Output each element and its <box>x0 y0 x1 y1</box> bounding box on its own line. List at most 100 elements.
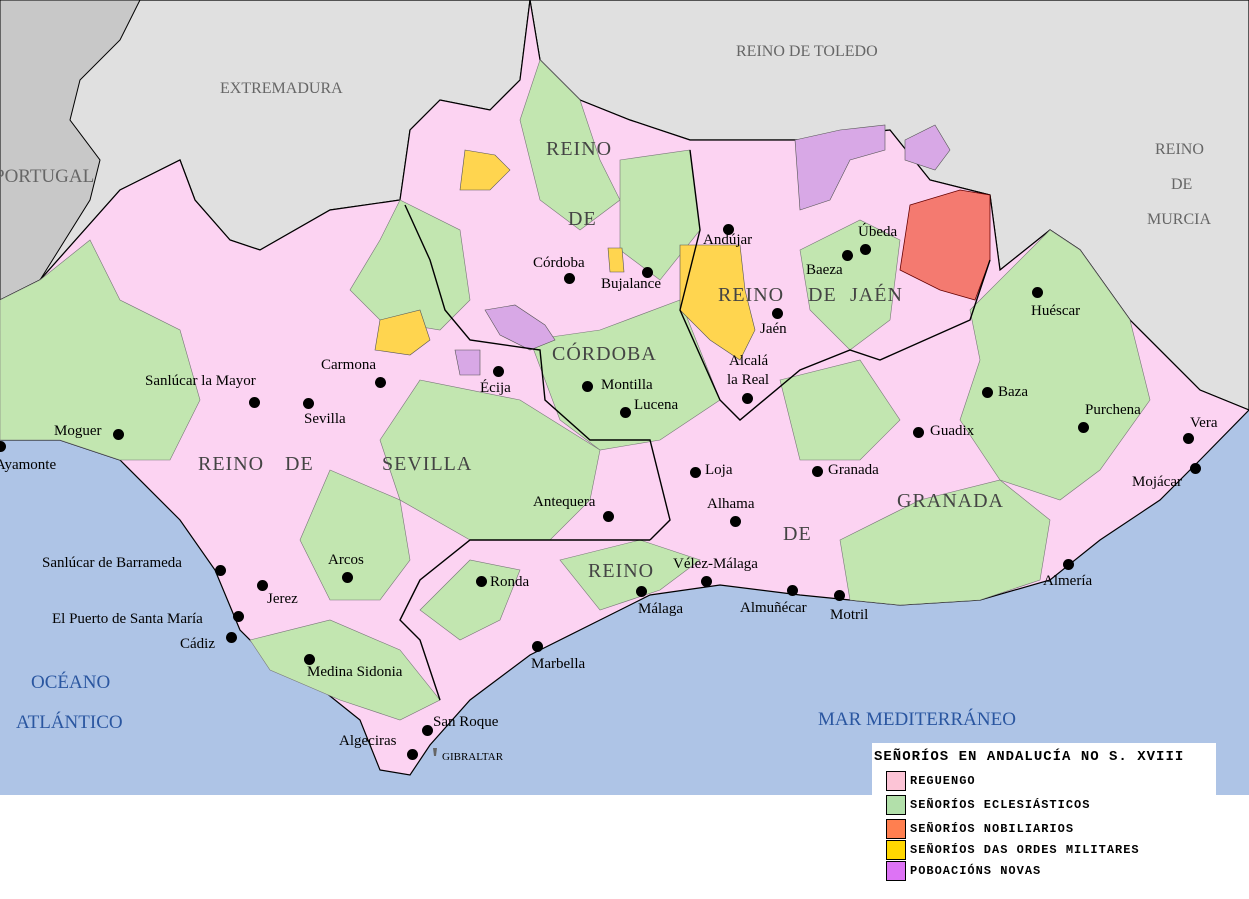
city-label: Vélez-Málaga <box>673 556 758 572</box>
kingdom-label: REINO <box>588 560 655 582</box>
city-dot <box>1063 559 1074 570</box>
city-dot <box>257 580 268 591</box>
legend: SEÑORÍOS EN ANDALUCÍA NO S. XVIII REGUEN… <box>872 743 1216 893</box>
kingdom-label: DE <box>285 453 314 475</box>
city-label: Málaga <box>638 601 683 617</box>
city-label: Almuñécar <box>740 600 807 616</box>
city-label: Bujalance <box>601 276 661 292</box>
gibraltar-rock <box>433 748 437 756</box>
label-mar-mediterraneo: MAR MEDITERRÁNEO <box>818 709 1016 730</box>
city-label: Andújar <box>703 232 753 248</box>
city-dot <box>0 441 6 452</box>
city-dot <box>1078 422 1089 433</box>
city-dot <box>730 516 741 527</box>
city-label: Cádiz <box>180 636 215 652</box>
city-dot <box>304 654 315 665</box>
kingdom-label: SEVILLA <box>382 453 473 475</box>
city-dot <box>842 250 853 261</box>
legend-swatch <box>886 861 906 881</box>
legend-label: SEÑORÍOS NOBILIARIOS <box>910 822 1075 836</box>
ordes-militares-areas <box>374 149 756 361</box>
city-label: la Real <box>727 372 770 388</box>
kingdom-label: DE <box>568 208 597 230</box>
city-label: Ayamonte <box>0 457 57 473</box>
legend-label: POBOACIÓNS NOVAS <box>910 864 1042 878</box>
legend-item: SEÑORÍOS NOBILIARIOS <box>886 819 1074 839</box>
city-label: Marbella <box>531 656 586 672</box>
city-label: Mojácar <box>1132 474 1182 490</box>
legend-title: SEÑORÍOS EN ANDALUCÍA NO S. XVIII <box>874 749 1185 765</box>
city-dot <box>834 590 845 601</box>
kingdom-borders <box>399 149 991 701</box>
city-label: Sevilla <box>304 411 346 427</box>
city-label: El Puerto de Santa María <box>52 611 203 627</box>
label-atlantico: ATLÁNTICO <box>16 712 123 733</box>
kingdom-label: REINO <box>198 453 265 475</box>
city-dot <box>249 397 260 408</box>
legend-swatch <box>886 819 906 839</box>
city-label: Úbeda <box>858 224 898 240</box>
city-label: Sanlúcar de Barrameda <box>42 555 182 571</box>
city-dot <box>1032 287 1043 298</box>
eclesiasticos-areas <box>0 59 1151 721</box>
kingdom-label: REINO <box>546 138 613 160</box>
label-murcia-2: DE <box>1171 176 1193 193</box>
label-gibraltar: GIBRALTAR <box>442 751 504 763</box>
city-dot <box>215 565 226 576</box>
city-label: Antequera <box>533 494 596 510</box>
legend-item: SEÑORÍOS ECLESIÁSTICOS <box>886 795 1090 815</box>
city-dot <box>532 641 543 652</box>
city-dot <box>620 407 631 418</box>
city-dot <box>342 572 353 583</box>
city-dot <box>476 576 487 587</box>
city-dot <box>690 467 701 478</box>
city-label: Córdoba <box>533 255 585 271</box>
city-dot <box>636 586 647 597</box>
city-label: Montilla <box>601 377 653 393</box>
city-dot <box>226 632 237 643</box>
city-label: San Roque <box>433 714 499 730</box>
city-dot <box>723 224 734 235</box>
city-dot <box>407 749 418 760</box>
city-label: Baeza <box>806 262 843 278</box>
label-oceano: OCÉANO <box>31 672 111 693</box>
label-murcia-1: REINO <box>1155 141 1204 158</box>
city-dot <box>642 267 653 278</box>
kingdom-label: REINO <box>718 284 785 306</box>
city-dot <box>812 466 823 477</box>
kingdom-label: DE <box>783 523 812 545</box>
city-label: Arcos <box>328 552 364 568</box>
label-extremadura: EXTREMADURA <box>220 80 343 97</box>
city-label: Motril <box>830 607 869 623</box>
city-label: Alhama <box>707 496 755 512</box>
city-dot <box>772 308 783 319</box>
legend-item: REGUENGO <box>886 771 976 791</box>
city-label: Loja <box>705 462 733 478</box>
city-dot <box>303 398 314 409</box>
city-dot <box>603 511 614 522</box>
legend-swatch <box>886 795 906 815</box>
city-label: Jaén <box>760 321 787 337</box>
city-dot <box>564 273 575 284</box>
label-reino-de-toledo: REINO DE TOLEDO <box>736 43 878 60</box>
city-dot <box>787 585 798 596</box>
kingdom-label: DE <box>808 284 837 306</box>
legend-swatch <box>886 840 906 860</box>
city-dot <box>233 611 244 622</box>
city-label: Algeciras <box>339 733 397 749</box>
city-label: Écija <box>480 380 511 396</box>
city-dot <box>982 387 993 398</box>
label-murcia-3: MURCIA <box>1147 211 1212 228</box>
city-dot <box>701 576 712 587</box>
city-label: Sanlúcar la Mayor <box>145 373 256 389</box>
city-label: Huéscar <box>1031 303 1081 319</box>
city-label: Alcalá <box>729 353 769 369</box>
poboacions-novas-areas <box>454 124 951 376</box>
legend-label: SEÑORÍOS DAS ORDES MILITARES <box>910 843 1140 857</box>
city-dot <box>1190 463 1201 474</box>
city-label: Moguer <box>54 423 102 439</box>
city-dot <box>113 429 124 440</box>
city-dot <box>860 244 871 255</box>
city-label: Baza <box>998 384 1028 400</box>
kingdom-label: GRANADA <box>897 490 1004 512</box>
